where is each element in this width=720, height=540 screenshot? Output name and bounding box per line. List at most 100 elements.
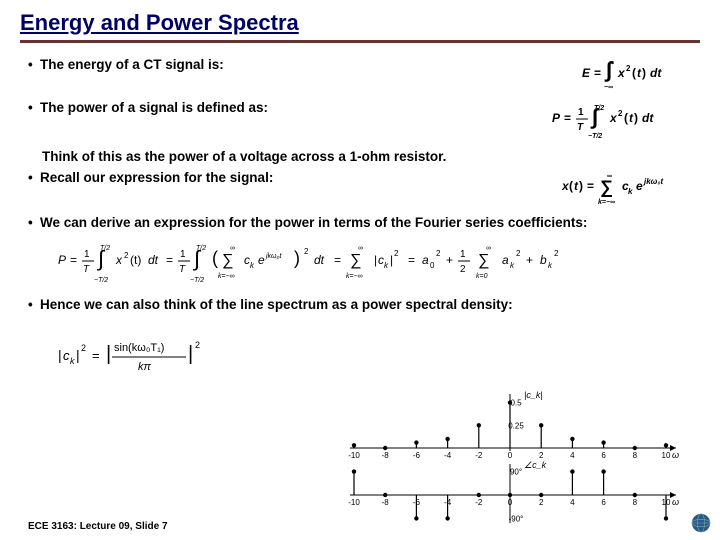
svg-text:T: T [83,264,90,275]
slide-body: • The energy of a CT signal is: E = ∞ ∫ … [0,49,720,387]
svg-text:2: 2 [539,451,544,460]
eq-energy: E = ∞ ∫ −∞ x 2 ( t ) dt [582,57,692,94]
svg-text:=: = [564,111,571,125]
svg-text:=: = [408,253,415,267]
svg-text:): ) [579,179,583,193]
svg-text:∑: ∑ [222,252,233,269]
svg-text:ω: ω [672,497,679,507]
eq-ck: | c k | 2 = | sin(kω₀T₁) kπ | 2 [58,334,692,387]
svg-text:-8: -8 [382,451,390,460]
svg-text:∞: ∞ [230,245,235,252]
bullet-5-text: Hence we can also think of the line spec… [40,297,692,314]
bullet-3-text: Recall our expression for the signal: [40,170,554,187]
svg-text:=: = [594,66,601,80]
svg-text:sin(kω₀T₁): sin(kω₀T₁) [114,342,164,354]
svg-text:2: 2 [554,249,559,258]
svg-text:k: k [70,356,75,366]
bullet-2-text: The power of a signal is defined as: [40,100,544,117]
svg-text:k: k [628,187,633,196]
svg-text:dt: dt [148,253,159,267]
svg-text:a: a [502,253,509,267]
svg-text:-8: -8 [382,498,390,507]
svg-text:90°: 90° [510,468,522,477]
svg-text:-6: -6 [413,451,421,460]
svg-text:k=−∞: k=−∞ [346,273,363,280]
svg-text:2: 2 [618,109,623,118]
svg-text:2: 2 [460,264,466,275]
svg-text:1: 1 [180,249,186,260]
svg-text:6: 6 [601,498,606,507]
line-spectrum-plot: ω|c_k|0.250.5-10-8-6-4-20246810 ω∠c_k90°… [330,390,690,530]
slide-footer: ECE 3163: Lecture 09, Slide 7 [28,521,168,532]
svg-text:4: 4 [570,451,575,460]
svg-text:|: | [188,343,193,365]
svg-text:1: 1 [460,249,466,260]
svg-text:kπ: kπ [138,361,152,373]
svg-text:-4: -4 [444,498,452,507]
bullet-4: • We can derive an expression for the po… [28,215,692,232]
svg-text:|: | [58,347,62,363]
svg-text:(: ( [624,111,628,125]
svg-text:2: 2 [626,64,631,73]
svg-text:dt: dt [642,111,654,125]
svg-text:T: T [179,264,186,275]
svg-text:): ) [642,66,646,80]
svg-text:-2: -2 [475,498,483,507]
bullet-dot: • [28,100,40,115]
svg-text:0.5: 0.5 [510,399,522,408]
svg-text:∞: ∞ [486,245,491,252]
svg-text:jkω₀t: jkω₀t [643,177,664,186]
svg-text:(: ( [632,66,636,80]
globe-icon [690,512,712,534]
svg-text:): ) [634,111,638,125]
svg-text:e: e [636,179,643,193]
bullet-4-text: We can derive an expression for the powe… [40,215,692,232]
svg-text:x: x [115,253,123,267]
svg-text:-10: -10 [348,498,360,507]
svg-text:(: ( [212,248,218,268]
svg-text:(t): (t) [130,253,141,267]
svg-text:k: k [548,261,553,270]
svg-text:-2: -2 [475,451,483,460]
svg-text:k=−∞: k=−∞ [598,199,615,206]
svg-text:x: x [609,111,618,125]
svg-text:c: c [63,348,70,363]
svg-text:-4: -4 [444,451,452,460]
bullet-1-text: The energy of a CT signal is: [40,57,574,74]
svg-text:+: + [526,253,533,267]
bullet-2: • The power of a signal is defined as: P… [28,100,692,143]
svg-text:−T/2: −T/2 [94,277,108,284]
svg-text:=: = [334,253,341,267]
svg-text:k: k [384,261,389,270]
svg-text:E: E [582,66,591,80]
svg-text:4: 4 [570,498,575,507]
svg-text:2: 2 [304,247,309,256]
svg-text:ω: ω [672,450,679,460]
svg-text:k=0: k=0 [476,273,488,280]
bullet-dot: • [28,57,40,72]
svg-text:k: k [510,261,515,270]
svg-text:8: 8 [633,498,638,507]
svg-text:8: 8 [633,451,638,460]
slide-title: Energy and Power Spectra [0,0,720,40]
svg-text:-6: -6 [413,498,421,507]
eq-parseval: P = 1T T/2∫−T/2 x2(t)dt = 1T T/2∫−T/2 ( … [58,238,692,291]
svg-text:x: x [617,66,626,80]
bullet-dot: • [28,170,40,185]
svg-text:|: | [374,253,377,267]
bullet-2-sub: Think of this as the power of a voltage … [42,149,692,164]
svg-text:|: | [106,343,111,365]
svg-text:=: = [166,253,173,267]
svg-text:k: k [250,261,255,270]
svg-text:2: 2 [124,251,129,260]
svg-text:2: 2 [516,249,521,258]
svg-text:10: 10 [662,498,671,507]
svg-text:=: = [70,253,77,267]
svg-text:−T/2: −T/2 [588,133,602,140]
svg-text:+: + [446,253,453,267]
svg-text:P: P [58,253,66,267]
svg-text:=: = [587,179,594,193]
svg-text:|: | [390,253,393,267]
svg-text:-90°: -90° [509,514,524,523]
phase-plot: ω∠c_k90°-90°-10-8-6-4-20246810 [330,460,690,530]
